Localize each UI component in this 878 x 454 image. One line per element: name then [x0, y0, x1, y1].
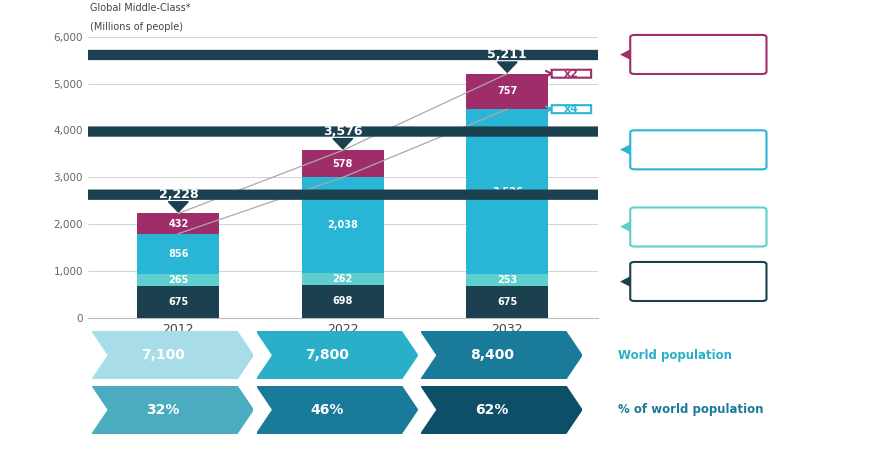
Text: ◀: ◀ [619, 45, 632, 64]
Text: 7,100: 7,100 [141, 348, 184, 362]
Bar [465, 74, 548, 109]
Text: World population: World population [617, 349, 731, 361]
Bar [137, 286, 220, 318]
Text: ◀: ◀ [619, 272, 632, 291]
Text: 8,400: 8,400 [469, 348, 514, 362]
Polygon shape [421, 386, 581, 434]
Polygon shape [92, 386, 253, 434]
Text: 262: 262 [332, 274, 353, 284]
FancyBboxPatch shape [0, 126, 878, 137]
FancyBboxPatch shape [0, 50, 878, 60]
Bar [137, 274, 220, 286]
FancyBboxPatch shape [551, 70, 591, 78]
Text: 7,800: 7,800 [306, 348, 349, 362]
Text: % of world population: % of world population [617, 404, 763, 416]
Text: x4: x4 [564, 104, 579, 114]
Text: 757: 757 [497, 86, 517, 96]
Text: x2: x2 [564, 69, 579, 79]
Polygon shape [256, 386, 417, 434]
Bar [465, 274, 548, 286]
Bar [137, 234, 220, 274]
Polygon shape [421, 331, 581, 379]
Text: 578: 578 [332, 159, 353, 169]
Text: 253: 253 [497, 275, 517, 285]
Text: 3,526: 3,526 [492, 187, 522, 197]
Text: North America: North America [653, 222, 743, 232]
Text: Asia-Pacific: Asia-Pacific [662, 145, 734, 155]
Text: ◀: ◀ [619, 141, 632, 159]
Text: 2,038: 2,038 [327, 220, 358, 230]
Text: 3,576: 3,576 [323, 125, 362, 138]
Polygon shape [497, 62, 516, 72]
Text: Other: Other [680, 49, 716, 59]
Text: (Millions of people): (Millions of people) [90, 22, 183, 32]
Text: 32%: 32% [147, 403, 180, 417]
Text: 675: 675 [497, 297, 517, 307]
Text: 46%: 46% [311, 403, 344, 417]
Text: Europe & CIS: Europe & CIS [658, 276, 738, 286]
Bar [301, 273, 384, 285]
Polygon shape [169, 202, 188, 212]
Text: 675: 675 [168, 297, 188, 307]
Bar [465, 286, 548, 318]
FancyBboxPatch shape [551, 105, 591, 113]
Bar [301, 285, 384, 318]
Text: Global Middle-Class*: Global Middle-Class* [90, 3, 190, 13]
Text: ◀: ◀ [619, 218, 632, 236]
Text: 5,211: 5,211 [486, 49, 527, 61]
Text: 432: 432 [168, 218, 188, 228]
Bar [465, 109, 548, 274]
Bar [301, 178, 384, 273]
Text: 2,228: 2,228 [158, 188, 198, 201]
Polygon shape [256, 331, 417, 379]
Bar [137, 213, 220, 234]
Text: 265: 265 [168, 275, 188, 285]
Polygon shape [92, 331, 253, 379]
Polygon shape [333, 138, 352, 149]
FancyBboxPatch shape [0, 190, 878, 200]
Bar [301, 150, 384, 178]
Text: 62%: 62% [475, 403, 508, 417]
Text: 856: 856 [168, 249, 188, 259]
Text: 698: 698 [332, 296, 353, 306]
